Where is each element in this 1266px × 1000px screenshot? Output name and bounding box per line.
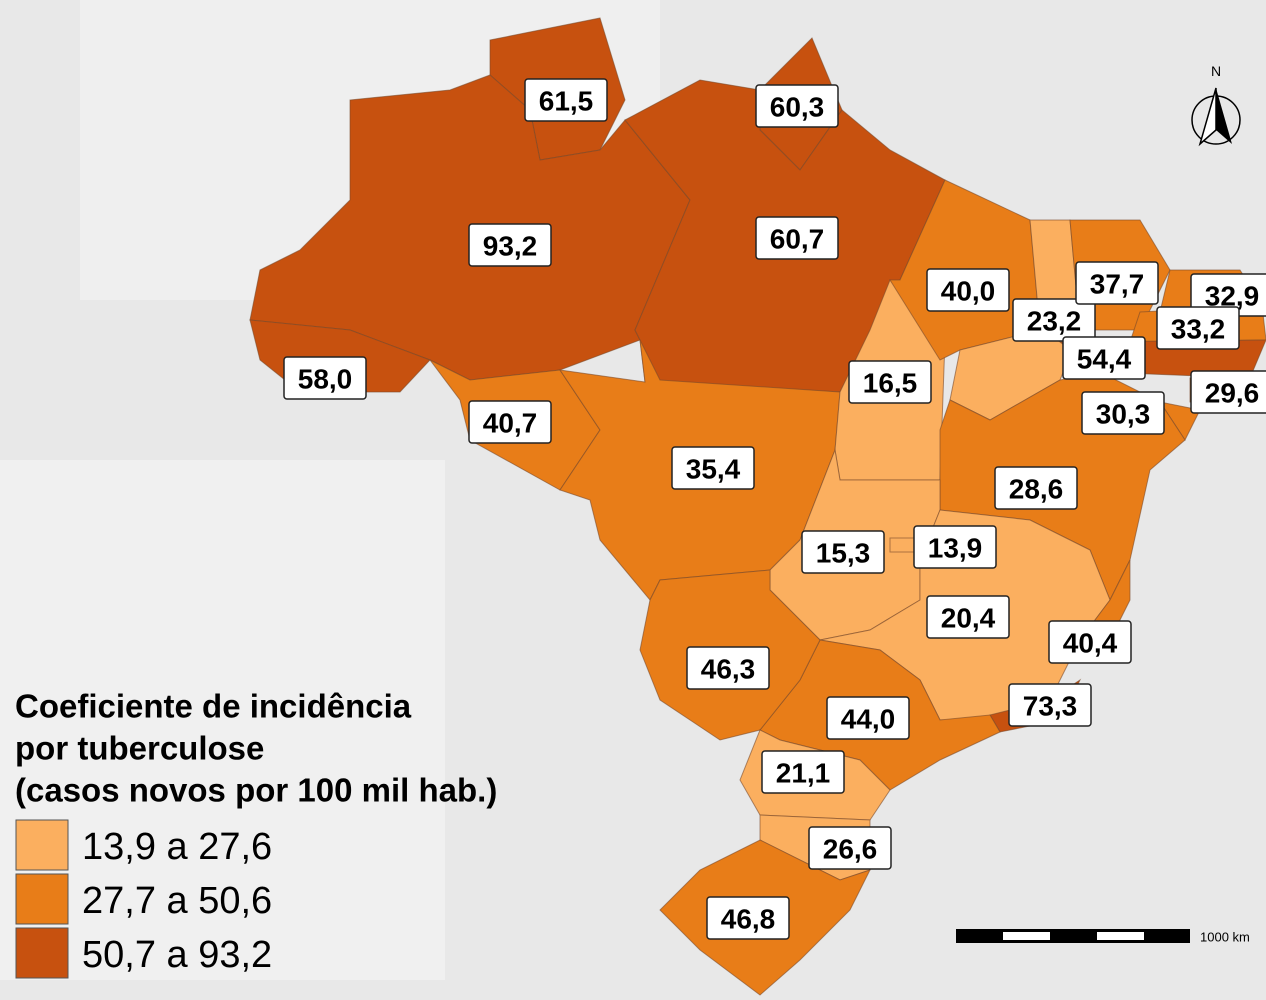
state-label: 33,2 (1171, 314, 1226, 345)
scale-bar-segment (1097, 932, 1144, 940)
legend-label: 13,9 a 27,6 (82, 826, 272, 868)
label-box (1156, 306, 1240, 350)
state-label: 37,7 (1090, 269, 1145, 300)
label-box (994, 466, 1078, 510)
state-label: 58,0 (298, 364, 353, 395)
background-shape (0, 460, 445, 980)
state-label: 46,3 (701, 654, 756, 685)
label-box (524, 78, 608, 122)
legend-label: 50,7 a 93,2 (82, 934, 272, 976)
state-label: 29,6 (1205, 378, 1260, 409)
state-label: 30,3 (1096, 399, 1151, 430)
label-box (826, 696, 910, 740)
label-box (755, 216, 839, 260)
state-label: 20,4 (941, 603, 996, 634)
legend-swatch (15, 819, 69, 871)
label-box (808, 826, 892, 870)
label-box (848, 360, 932, 404)
state-label: 26,6 (823, 834, 878, 865)
label-box (468, 223, 552, 267)
label-box (926, 595, 1010, 639)
label-box (706, 896, 790, 940)
label-box (801, 530, 885, 574)
label-box (755, 84, 839, 128)
state-label: 44,0 (841, 704, 896, 735)
north-label: N (1211, 63, 1221, 79)
legend: Coeficiente de incidência por tuberculose… (15, 688, 497, 979)
state-label: 40,0 (941, 276, 996, 307)
state-label: 35,4 (686, 454, 741, 485)
scale-label: 1000 km (1200, 930, 1250, 945)
labels: 61,5 93,2 58,0 60,3 60,7 40,7 35,4 16,5 40,0 23,2… (283, 78, 1266, 940)
state-label: 54,4 (1077, 344, 1132, 375)
state-label: 23,2 (1027, 306, 1082, 337)
state-label: 60,7 (770, 224, 825, 255)
legend-swatch (15, 927, 69, 979)
label-box (1190, 370, 1266, 414)
label-box (1012, 298, 1096, 342)
state-label: 16,5 (863, 368, 918, 399)
state-label: 13,9 (928, 533, 983, 564)
label-box (761, 750, 845, 794)
state-label: 28,6 (1009, 474, 1064, 505)
scale-bar-outline (956, 929, 1190, 943)
state-label: 40,4 (1063, 628, 1118, 659)
state-label: 21,1 (776, 758, 831, 789)
state (889, 537, 916, 553)
north-arrow: N (1191, 63, 1241, 147)
state-label: 73,3 (1023, 691, 1078, 722)
legend-title: por tuberculose (15, 730, 264, 767)
scale-bar: 1000 km (956, 929, 1250, 945)
arrow-right (1216, 88, 1232, 144)
label-box (283, 356, 367, 400)
label-box (1008, 683, 1092, 727)
label-box (468, 400, 552, 444)
label-box (1081, 391, 1165, 435)
label-box (686, 646, 770, 690)
legend-label: 27,7 a 50,6 (82, 880, 272, 922)
legend-title: (casos novos por 100 mil hab.) (15, 772, 497, 809)
label-box (926, 268, 1010, 312)
label-box (913, 525, 997, 569)
state-label: 60,3 (770, 92, 825, 123)
legend-title: Coeficiente de incidência (15, 688, 412, 725)
state-label: 93,2 (483, 231, 538, 262)
label-box (1075, 261, 1159, 305)
state-label: 46,8 (721, 904, 776, 935)
label-box (671, 446, 755, 490)
state-label: 15,3 (816, 538, 871, 569)
state-label: 61,5 (539, 86, 594, 117)
scale-bar-segment (1003, 932, 1050, 940)
state-label: 40,7 (483, 408, 538, 439)
legend-swatch (15, 873, 69, 925)
label-box (1048, 620, 1132, 664)
label-box (1062, 336, 1146, 380)
